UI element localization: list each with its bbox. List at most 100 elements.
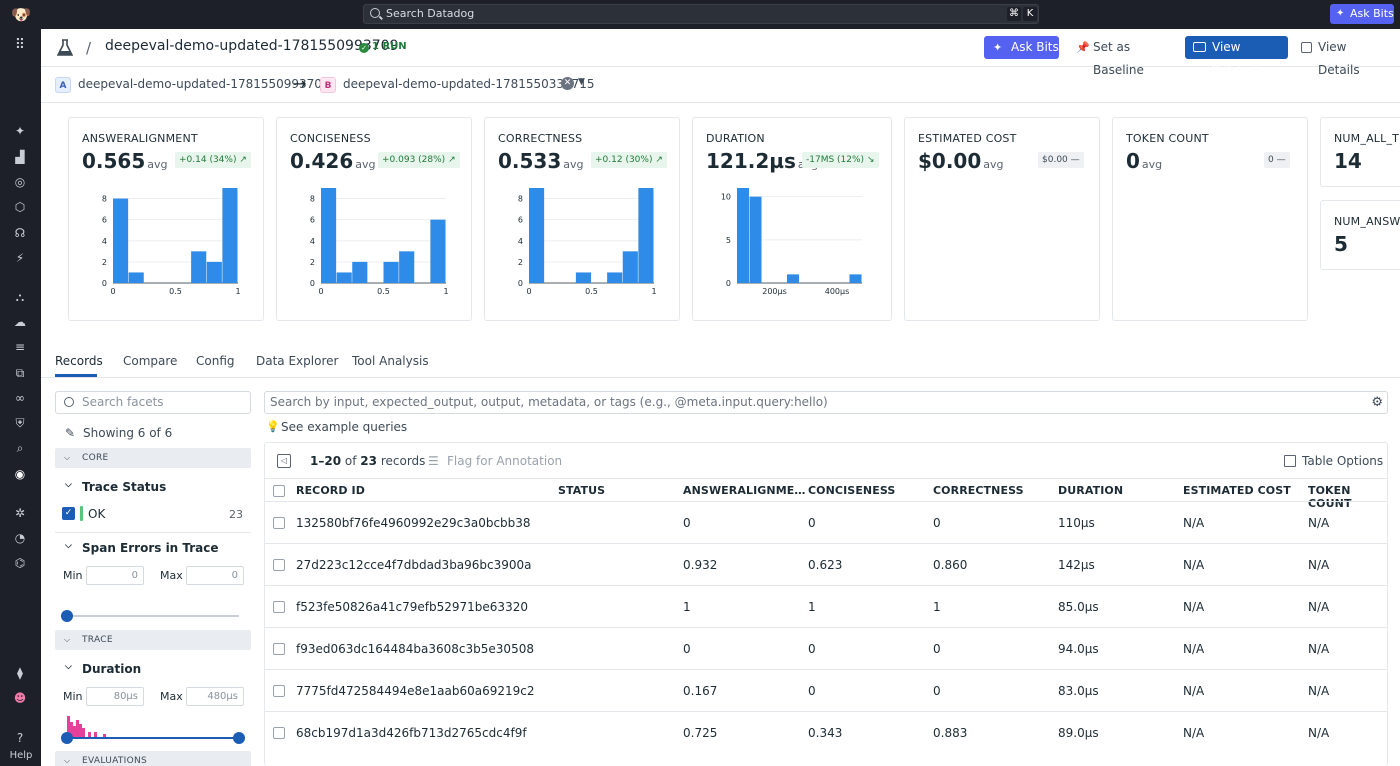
histogram-bar[interactable]: [638, 188, 654, 283]
histogram-bar[interactable]: [529, 188, 545, 283]
security-icon[interactable]: ⛨: [15, 416, 25, 430]
top-ask-bits-button[interactable]: ✦ Ask Bits: [1330, 4, 1394, 24]
row-checkbox[interactable]: [273, 685, 285, 697]
table-row[interactable]: 27d223c12cce4f7dbdad3ba96bc3900a 0.932 0.6…: [265, 543, 1387, 585]
view-related-button[interactable]: View Related: [1185, 36, 1288, 77]
facet-search-input[interactable]: Search facets: [55, 391, 251, 414]
watchdog-icon[interactable]: ◎: [14, 175, 26, 189]
table-row[interactable]: f93ed063dc164484ba3608c3b5e30508 0 0 0 94.0µ…: [265, 627, 1387, 669]
view-details-button[interactable]: View Details: [1300, 36, 1390, 77]
column-header-record-id[interactable]: RECORD ID: [296, 484, 365, 497]
duration-slider-max-handle[interactable]: [233, 732, 245, 744]
duration-min-input[interactable]: 80µs: [86, 687, 144, 706]
facet-group-evaluations[interactable]: ⌵ EVALUATIONS: [55, 751, 251, 766]
services-icon[interactable]: ⬡: [14, 200, 26, 214]
histogram-bar[interactable]: [430, 219, 446, 283]
column-header-estimated-cost[interactable]: ESTIMATED COST: [1183, 484, 1291, 497]
infrastructure-icon[interactable]: ⛬: [15, 290, 25, 304]
table-row[interactable]: f523fe50826a41c79efb52971be63320 1 1 1 85.0µ…: [265, 585, 1387, 627]
select-all-checkbox[interactable]: [273, 485, 285, 497]
ok-facet-label[interactable]: OK: [88, 507, 106, 521]
tab-compare[interactable]: Compare: [123, 354, 178, 368]
duration-slider-track[interactable]: [67, 737, 239, 739]
histogram-bar[interactable]: [113, 198, 129, 283]
span-errors-min-input[interactable]: 0: [86, 566, 144, 585]
column-header-status[interactable]: STATUS: [558, 484, 606, 497]
column-header-answeralignment[interactable]: ANSWERALIGNME…: [683, 484, 806, 497]
records-search-input[interactable]: Search by input, expected_output, output…: [264, 391, 1388, 414]
events-icon[interactable]: ⚡: [15, 251, 25, 265]
apm-icon[interactable]: ⧉: [15, 366, 25, 380]
facet-duration[interactable]: ⌵ Duration: [65, 662, 141, 676]
integrations-icon[interactable]: ∞: [15, 391, 25, 405]
tab-config[interactable]: Config: [196, 354, 235, 368]
metric-card-correctness[interactable]: CORRECTNESS 0.533 avg +0.12 (30%) ↗ 0 2 4 6 8…: [484, 117, 680, 321]
row-checkbox[interactable]: [273, 727, 285, 739]
llm-observability-icon[interactable]: ◉: [14, 467, 26, 481]
histogram-bar[interactable]: [749, 196, 762, 283]
histogram-bar[interactable]: [128, 272, 144, 283]
user-avatar-icon[interactable]: ☻: [13, 691, 27, 705]
experiment-b-name[interactable]: deepeval-demo-updated-1781550336715: [343, 77, 595, 91]
histogram-bar[interactable]: [222, 188, 238, 283]
table-options-button[interactable]: Table Options: [1284, 454, 1383, 468]
ask-bits-button[interactable]: ✦ Ask Bits: [984, 36, 1059, 59]
dashboards-icon[interactable]: ▟: [15, 150, 25, 164]
histogram-bar[interactable]: [191, 251, 207, 283]
datadog-logo-icon[interactable]: 🐶: [11, 5, 31, 24]
histogram-bar[interactable]: [321, 188, 337, 283]
metric-card-conciseness[interactable]: CONCISENESS 0.426 avg +0.093 (28%) ↗ 0 2 4 6…: [276, 117, 472, 321]
span-errors-slider-track[interactable]: [67, 615, 239, 617]
metric-card-num-answ[interactable]: NUM_ANSW 5: [1320, 200, 1400, 270]
row-checkbox[interactable]: [273, 517, 285, 529]
column-header-token-count[interactable]: TOKEN COUNT: [1308, 484, 1352, 510]
table-row[interactable]: 7775fd472584494e8e1aab60a69219c2 0.167 0 0 8…: [265, 669, 1387, 711]
gear-icon[interactable]: ⚙: [1371, 395, 1383, 410]
facet-group-core[interactable]: ⌵ CORE: [55, 448, 251, 468]
performance-icon[interactable]: ◔: [14, 531, 26, 545]
help-icon[interactable]: ?: [16, 731, 24, 745]
histogram-bar[interactable]: [352, 261, 368, 283]
metric-card-num-all-t[interactable]: NUM_ALL_T 14: [1320, 117, 1400, 187]
tab-records[interactable]: Records: [55, 354, 103, 368]
tab-tool-analysis[interactable]: Tool Analysis: [352, 354, 429, 368]
synthetics-icon[interactable]: ⌬: [14, 556, 26, 570]
span-errors-max-input[interactable]: 0: [186, 566, 244, 585]
ok-checkbox[interactable]: ✓: [62, 507, 75, 520]
clear-comparison-icon[interactable]: ✕: [561, 77, 574, 90]
duration-slider-min-handle[interactable]: [61, 732, 73, 744]
table-row[interactable]: 68cb197d1a3d426fb713d2765cdc4f9f 0.725 0.3…: [265, 711, 1387, 753]
metric-card-estimated-cost[interactable]: ESTIMATED COST $0.00 avg $0.00 —: [904, 117, 1100, 321]
column-header-conciseness[interactable]: CONCISENESS: [808, 484, 896, 497]
chevron-down-icon[interactable]: ▼: [578, 77, 585, 87]
histogram-bar[interactable]: [607, 272, 623, 283]
column-header-correctness[interactable]: CORRECTNESS: [933, 484, 1024, 497]
showing-facets-link[interactable]: ✎ Showing 6 of 6: [65, 426, 172, 440]
facet-span-errors[interactable]: ⌵ Span Errors in Trace: [65, 541, 219, 555]
collapse-panel-icon[interactable]: ◁: [277, 454, 291, 468]
experiment-a-name[interactable]: deepeval-demo-updated-1781550993709: [78, 77, 330, 91]
histogram-bar[interactable]: [737, 188, 749, 283]
metric-card-duration[interactable]: DURATION 121.2µsavg -17MS (12%) ↘ 0 5 10 20…: [692, 117, 892, 321]
flag-for-annotation-button[interactable]: ☰ Flag for Annotation: [428, 454, 562, 468]
cloud-icon[interactable]: ☁: [14, 315, 26, 329]
row-checkbox[interactable]: [273, 559, 285, 571]
tab-data-explorer[interactable]: Data Explorer: [256, 354, 339, 368]
span-errors-slider-handle[interactable]: [61, 610, 73, 622]
row-checkbox[interactable]: [273, 643, 285, 655]
facet-group-trace[interactable]: ⌵ TRACE: [55, 630, 251, 650]
histogram-bar[interactable]: [383, 261, 399, 283]
logs-icon[interactable]: ≡: [14, 340, 26, 354]
run-count-badge[interactable]: ✓ 1 RUN: [359, 41, 407, 53]
metric-card-answeralignment[interactable]: ANSWERALIGNMENT 0.565 avg +0.14 (34%) ↗ 0…: [68, 117, 264, 321]
example-queries-link[interactable]: 💡 See example queries: [266, 420, 407, 434]
histogram-bar[interactable]: [575, 272, 591, 283]
histogram-bar[interactable]: [787, 274, 799, 283]
set-baseline-button[interactable]: 📌 Set as Baseline: [1071, 36, 1176, 77]
apps-grid-icon[interactable]: ⠿: [14, 37, 26, 53]
facet-trace-status[interactable]: ⌵ Trace Status: [65, 480, 166, 494]
monitors-icon[interactable]: ☊: [14, 226, 26, 240]
histogram-bar[interactable]: [399, 251, 415, 283]
histogram-bar[interactable]: [206, 261, 222, 283]
histogram-bar[interactable]: [622, 251, 638, 283]
